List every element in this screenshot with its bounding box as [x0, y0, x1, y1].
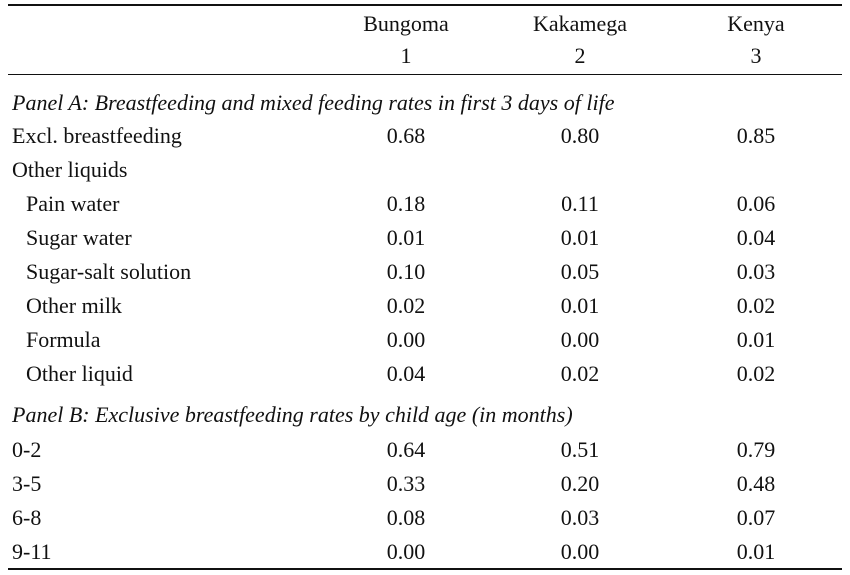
- row-label: 0-2: [12, 437, 42, 462]
- cell-kenya: 0.04: [736, 225, 776, 250]
- column-header-bungoma: Bungoma: [363, 11, 449, 36]
- table-row: 3-5 0.33 0.20 0.48: [8, 467, 842, 501]
- row-label: Other liquids: [12, 157, 128, 182]
- bottom-rule: [8, 568, 842, 570]
- panel-a-title: Panel A: Breastfeeding and mixed feeding…: [12, 90, 615, 115]
- table-row: Excl. breastfeeding 0.68 0.80 0.85: [8, 119, 842, 153]
- cell-kenya: 0.03: [736, 259, 776, 284]
- column-number-1: 1: [400, 43, 412, 68]
- column-number-2: 2: [574, 43, 586, 68]
- row-label: Pain water: [26, 191, 120, 216]
- table-row: Sugar-salt solution 0.10 0.05 0.03: [8, 255, 842, 289]
- row-label: Excl. breastfeeding: [12, 123, 182, 148]
- cell-kakamega: 0.03: [560, 505, 600, 530]
- table-row: Pain water 0.18 0.11 0.06: [8, 187, 842, 221]
- row-label: Formula: [26, 327, 101, 352]
- cell-kenya: 0.48: [736, 471, 776, 496]
- cell-kakamega: 0.00: [560, 539, 600, 564]
- cell-bungoma: 0.00: [386, 539, 426, 564]
- table-row: 6-8 0.08 0.03 0.07: [8, 501, 842, 535]
- table-row: Other milk 0.02 0.01 0.02: [8, 289, 842, 323]
- cell-bungoma: 0.00: [386, 327, 426, 352]
- panel-b-title-row: Panel B: Exclusive breastfeeding rates b…: [8, 398, 842, 432]
- cell-kakamega: 0.11: [561, 191, 599, 216]
- table-row: Other liquids: [8, 153, 842, 187]
- cell-bungoma: 0.64: [386, 437, 426, 462]
- column-header-kenya: Kenya: [727, 11, 785, 36]
- row-label: 3-5: [12, 471, 42, 496]
- row-label: Sugar water: [26, 225, 132, 250]
- cell-kenya: 0.02: [736, 361, 776, 386]
- cell-bungoma: 0.08: [386, 505, 426, 530]
- cell-kenya: 0.07: [736, 505, 776, 530]
- row-label: Sugar-salt solution: [26, 259, 192, 284]
- cell-kakamega: 0.01: [560, 225, 600, 250]
- cell-kakamega: 0.80: [560, 123, 600, 148]
- cell-kenya: 0.85: [736, 123, 776, 148]
- cell-kakamega: 0.51: [560, 437, 600, 462]
- cell-kenya: 0.01: [736, 539, 776, 564]
- cell-bungoma: 0.33: [386, 471, 426, 496]
- cell-kakamega: 0.01: [560, 293, 600, 318]
- table-row: Sugar water 0.01 0.01 0.04: [8, 221, 842, 255]
- cell-kakamega: 0.20: [560, 471, 600, 496]
- cell-bungoma: 0.10: [386, 259, 426, 284]
- table-row: Other liquid 0.04 0.02 0.02: [8, 357, 842, 391]
- cell-kenya: 0.01: [736, 327, 776, 352]
- cell-kakamega: 0.00: [560, 327, 600, 352]
- cell-kakamega: 0.05: [560, 259, 600, 284]
- table-row: Formula 0.00 0.00 0.01: [8, 323, 842, 357]
- cell-bungoma: 0.18: [386, 191, 426, 216]
- cell-bungoma: 0.02: [386, 293, 426, 318]
- column-header-kakamega: Kakamega: [532, 11, 628, 36]
- row-label: Other milk: [26, 293, 122, 318]
- row-label: 9-11: [12, 539, 52, 564]
- cell-bungoma: 0.01: [386, 225, 426, 250]
- cell-bungoma: 0.68: [386, 123, 426, 148]
- cell-kenya: 0.79: [736, 437, 776, 462]
- cell-kenya: 0.02: [736, 293, 776, 318]
- cell-kenya: 0.06: [736, 191, 776, 216]
- table-row: 9-11 0.00 0.00 0.01: [8, 535, 842, 569]
- header-rule: [8, 74, 842, 76]
- panel-a-title-row: Panel A: Breastfeeding and mixed feeding…: [8, 86, 842, 120]
- cell-kakamega: 0.02: [560, 361, 600, 386]
- row-label: Other liquid: [26, 361, 133, 386]
- top-rule: [8, 4, 842, 6]
- table-row: 0-2 0.64 0.51 0.79: [8, 433, 842, 467]
- cell-bungoma: 0.04: [386, 361, 426, 386]
- panel-b-title: Panel B: Exclusive breastfeeding rates b…: [12, 402, 573, 427]
- row-label: 6-8: [12, 505, 42, 530]
- column-number-3: 3: [750, 43, 762, 68]
